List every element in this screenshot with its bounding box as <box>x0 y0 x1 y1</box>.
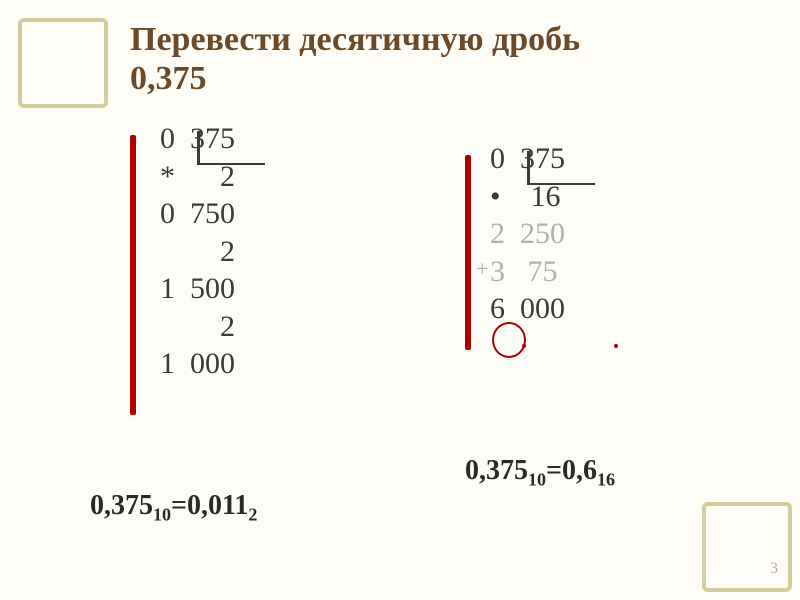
result-right: 0,37510=0,616 <box>465 455 615 491</box>
vertical-bar-left <box>130 135 136 415</box>
result-left-eq: =0,011 <box>171 490 248 521</box>
red-circle <box>492 322 526 358</box>
result-left-sub1: 10 <box>153 505 171 525</box>
result-right-sub1: 10 <box>528 470 546 490</box>
calc-right-row-4: 6 000 <box>490 290 565 328</box>
calc-right-row-2: 2 250 <box>490 215 565 253</box>
calc-left-row-3: 2 <box>160 233 235 271</box>
calc-left-row-6: 1 000 <box>160 345 235 383</box>
result-left-sub2: 2 <box>248 505 257 525</box>
result-left: 0,37510=0,0112 <box>90 490 257 526</box>
red-dot-1 <box>522 344 526 348</box>
calc-left-row-1: * 2 <box>160 158 235 196</box>
page-number: 3 <box>770 560 778 578</box>
calculation-left: 0 375 * 2 0 750 2 1 500 2 1 000 <box>160 120 235 383</box>
title-line-1: Перевести десятичную дробь <box>130 21 580 58</box>
vertical-bar-right <box>465 155 471 350</box>
plus-sign: + <box>476 256 488 282</box>
result-right-sub2: 16 <box>597 470 615 490</box>
result-right-eq: =0,6 <box>546 455 597 486</box>
calc-left-row-2: 0 750 <box>160 195 235 233</box>
result-left-base: 0,375 <box>90 490 153 521</box>
result-right-base: 0,375 <box>465 455 528 486</box>
red-dot-2 <box>614 344 618 348</box>
calc-right-row-0: 0 375 <box>490 140 565 178</box>
slide-title: Перевести десятичную дробь 0,375 <box>130 20 580 98</box>
title-line-2: 0,375 <box>130 60 207 97</box>
calc-right-row-3: 3 75 <box>490 253 565 291</box>
calculation-right: 0 375 • 16 2 250 3 75 6 000 <box>490 140 565 328</box>
calc-left-row-0: 0 375 <box>160 120 235 158</box>
calc-left-row-4: 1 500 <box>160 270 235 308</box>
calc-left-row-5: 2 <box>160 308 235 346</box>
decorative-square-top-left <box>18 18 108 108</box>
calc-right-row-1: • 16 <box>490 178 565 216</box>
decorative-square-bottom-right <box>702 502 792 592</box>
